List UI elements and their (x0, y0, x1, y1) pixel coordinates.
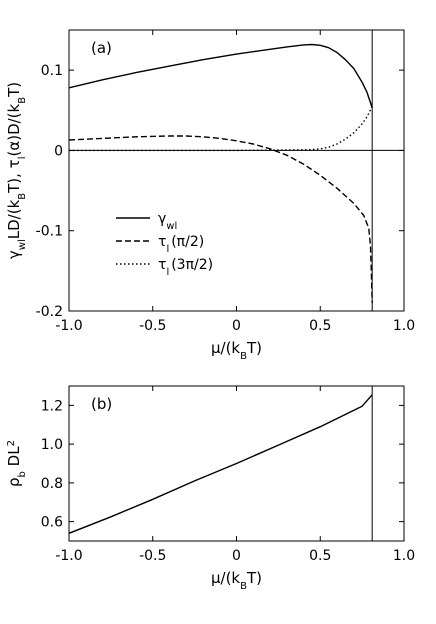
series-line-dashed (69, 135, 373, 304)
y-label-part: DL (5, 446, 23, 471)
x-tick-label: -1.0 (55, 318, 82, 334)
y-label-part: l (17, 157, 28, 160)
y-label-part: T) (5, 82, 23, 98)
panel-b: -1.0 -0.5 0 0.5 1.00.60.81.01.2 (b) μ/(kBT) … (5, 385, 415, 592)
y-label-part: 2 (6, 440, 17, 446)
series-line-solid (69, 394, 373, 534)
x-label-after: T) (246, 339, 262, 357)
y-label-part: γ (5, 250, 23, 259)
y-tick-label: 0.8 (41, 476, 63, 492)
y-label-part: LD/(k (5, 199, 23, 239)
y-tick-label: 0.1 (41, 63, 63, 79)
x-label-main: μ/(k (211, 569, 240, 587)
y-label-part: wl (17, 239, 28, 250)
y-label-part: T), τ (5, 159, 23, 194)
x-label-after: T) (246, 569, 262, 587)
y-label-part: (α)D/(k (5, 103, 23, 156)
panel-a-series-group (69, 43, 373, 304)
y-tick-label: 1.2 (41, 398, 63, 414)
legend-label: τl (π/2) (158, 234, 204, 255)
x-tick-label: 0 (232, 548, 241, 564)
panel-a-reference-lines (69, 30, 404, 311)
x-label-main: μ/(k (211, 339, 240, 357)
series-line-dotted (69, 105, 373, 152)
y-label-part: b (17, 471, 28, 477)
panel-a-ticks: -1.0 -0.5 0 0.5 1.0 -0.2 -0.1 0 0.1 (36, 30, 415, 334)
x-tick-label: 1.0 (393, 318, 415, 334)
legend: γwl τl (π/2)τl (3π/2) (116, 211, 213, 278)
series-line-solid (69, 43, 373, 109)
x-label-sub: B (240, 351, 247, 362)
panel-a-label: (a) (91, 39, 112, 57)
x-tick-label: -0.5 (139, 548, 166, 564)
panel-b-label: (b) (91, 395, 112, 413)
panel-b-x-axis-label: μ/(kBT) (211, 569, 262, 592)
panel-a-plot-frame (68, 29, 405, 312)
legend-label: γwl (158, 211, 177, 232)
y-tick-label: -0.2 (36, 304, 63, 320)
x-tick-label: 0 (232, 318, 241, 334)
x-tick-label: 0.5 (309, 548, 331, 564)
panel-b-y-axis-label: ρb DL2 (5, 440, 28, 487)
panel-a: -1.0 -0.5 0 0.5 1.0 -0.2 -0.1 0 0.1 (a) γwl τl (π/… (5, 29, 415, 362)
x-tick-label: 0.5 (309, 318, 331, 334)
x-label-sub: B (240, 581, 247, 592)
y-label-part: B (17, 193, 28, 200)
legend-label: τl (3π/2) (158, 257, 213, 278)
panel-b-ticks: -1.0 -0.5 0 0.5 1.0 0.6 0.8 1.0 1.2 (41, 386, 415, 564)
y-tick-label: -0.1 (36, 224, 63, 240)
panel-a-x-axis-label: μ/(kBT) (211, 339, 262, 362)
panel-b-series-group (69, 394, 373, 534)
panel-a-y-axis-label: γwlLD/(kBT), τl(α)D/(kBT) (5, 82, 28, 259)
x-tick-label: -1.0 (55, 548, 82, 564)
x-tick-label: 1.0 (393, 548, 415, 564)
y-tick-label: 0.6 (41, 515, 63, 531)
y-label-part: B (17, 97, 28, 104)
x-tick-label: -0.5 (139, 318, 166, 334)
y-label-part: ρ (5, 477, 23, 487)
y-tick-label: 0 (54, 143, 63, 159)
y-tick-label: 1.0 (41, 437, 63, 453)
